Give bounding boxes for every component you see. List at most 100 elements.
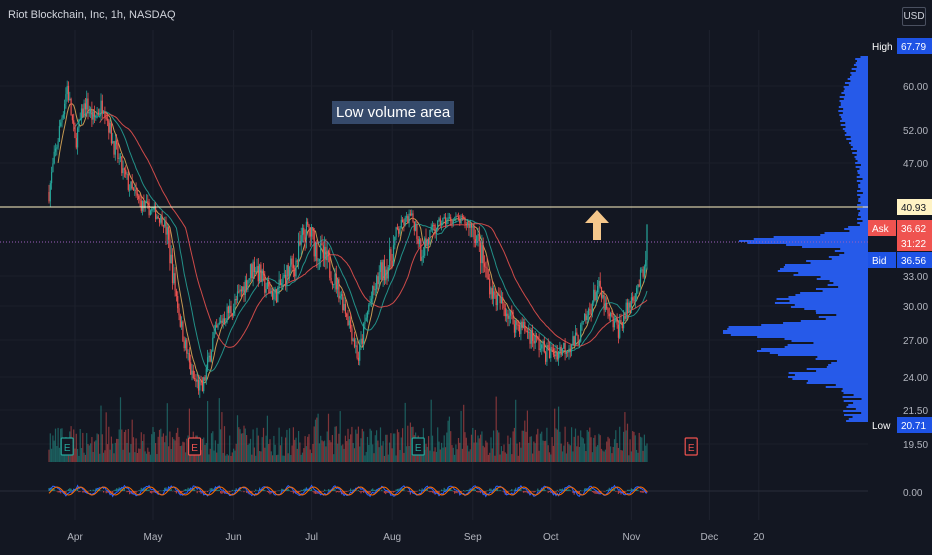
volume-bar: [509, 444, 510, 462]
candle-body: [112, 141, 113, 143]
up-arrow-icon: [585, 210, 609, 240]
candle-body: [344, 304, 345, 310]
candle-body: [519, 325, 520, 334]
volume-bar: [536, 434, 537, 462]
volume-bar: [331, 442, 332, 462]
candle-body: [401, 220, 402, 228]
candle-body: [388, 267, 389, 278]
volume-bar: [318, 414, 319, 462]
volume-bar: [327, 431, 328, 462]
volume-bar: [120, 397, 121, 462]
candle-body: [275, 290, 276, 294]
oscillator-histogram-bar: [363, 491, 364, 493]
candle-body: [262, 270, 263, 281]
oscillator-histogram-bar: [561, 489, 562, 491]
volume-bar: [324, 441, 325, 462]
candle-body: [541, 345, 542, 349]
volume-profile-bar: [860, 182, 868, 184]
volume-bar: [165, 436, 166, 462]
volume-profile-bar: [849, 418, 868, 420]
candle-body: [121, 156, 122, 173]
candle-body: [540, 349, 541, 351]
candle-body: [305, 234, 306, 239]
candle-body: [455, 216, 456, 219]
volume-bar: [207, 401, 208, 462]
candle-body: [630, 303, 631, 308]
oscillator-histogram-bar: [228, 491, 229, 492]
volume-bar: [353, 443, 354, 462]
candle-body: [286, 265, 287, 285]
candle-body: [104, 111, 105, 117]
oscillator-histogram-bar: [463, 490, 464, 491]
candle-body: [307, 222, 308, 225]
volume-profile-bar: [817, 356, 868, 358]
volume-bar: [454, 455, 455, 462]
oscillator-histogram-bar: [152, 491, 153, 492]
oscillator-histogram-bar: [526, 491, 527, 492]
candle-body: [214, 332, 215, 338]
candle-body: [604, 295, 605, 310]
volume-bar: [597, 445, 598, 462]
volume-bar: [558, 407, 559, 462]
volume-bar: [85, 455, 86, 462]
volume-profile-bar: [778, 270, 868, 272]
candle-body: [115, 141, 116, 155]
volume-bar: [220, 429, 221, 462]
volume-bar: [312, 444, 313, 462]
volume-profile-bar: [826, 386, 868, 388]
candle-body: [433, 225, 434, 226]
candle-body: [646, 225, 647, 260]
oscillator-histogram-bar: [210, 488, 211, 491]
volume-bar: [610, 446, 611, 462]
candle-body: [492, 288, 493, 299]
volume-profile-bar: [858, 172, 868, 174]
volume-bar: [141, 432, 142, 462]
candle-body: [156, 216, 157, 219]
volume-bar: [351, 427, 352, 462]
volume-profile-bar: [843, 410, 868, 412]
oscillator-histogram-bar: [537, 489, 538, 491]
candle-body: [386, 270, 387, 279]
y-tick-label: 33.00: [903, 272, 928, 283]
candle-body: [259, 264, 260, 281]
volume-bar: [437, 427, 438, 462]
y-tick-label: 27.00: [903, 336, 928, 347]
candle-body: [468, 222, 469, 228]
volume-profile-bar: [857, 154, 868, 156]
oscillator-histogram-bar: [531, 491, 532, 492]
candle-body: [268, 282, 269, 287]
volume-bar: [410, 423, 411, 462]
candle-body: [562, 349, 563, 355]
volume-profile-bar: [826, 318, 868, 320]
volume-bar: [484, 447, 485, 462]
volume-bar: [646, 443, 647, 462]
volume-bar: [618, 448, 619, 462]
candle-body: [606, 303, 607, 308]
candle-body: [342, 294, 343, 310]
volume-bar: [373, 453, 374, 462]
volume-bar: [180, 446, 181, 462]
currency-button[interactable]: USD: [902, 7, 926, 26]
oscillator-histogram-bar: [539, 490, 540, 491]
volume-profile-bar: [846, 406, 868, 408]
volume-bar: [526, 432, 527, 462]
volume-bar: [56, 446, 57, 462]
candle-body: [68, 86, 69, 100]
candle-body: [116, 141, 117, 144]
volume-bar: [93, 452, 94, 462]
volume-bar: [234, 451, 235, 462]
oscillator-histogram-bar: [627, 490, 628, 491]
oscillator-histogram-bar: [489, 489, 490, 491]
oscillator-histogram-bar: [511, 489, 512, 491]
volume-bar: [159, 430, 160, 462]
volume-bar: [55, 429, 56, 462]
oscillator-histogram-bar: [442, 490, 443, 491]
candle-body: [64, 104, 65, 114]
volume-bar: [550, 454, 551, 462]
volume-bar: [341, 446, 342, 462]
volume-bar: [136, 438, 137, 462]
oscillator-histogram-bar: [186, 489, 187, 491]
volume-profile-bar: [843, 128, 868, 130]
oscillator-histogram-bar: [372, 488, 373, 491]
